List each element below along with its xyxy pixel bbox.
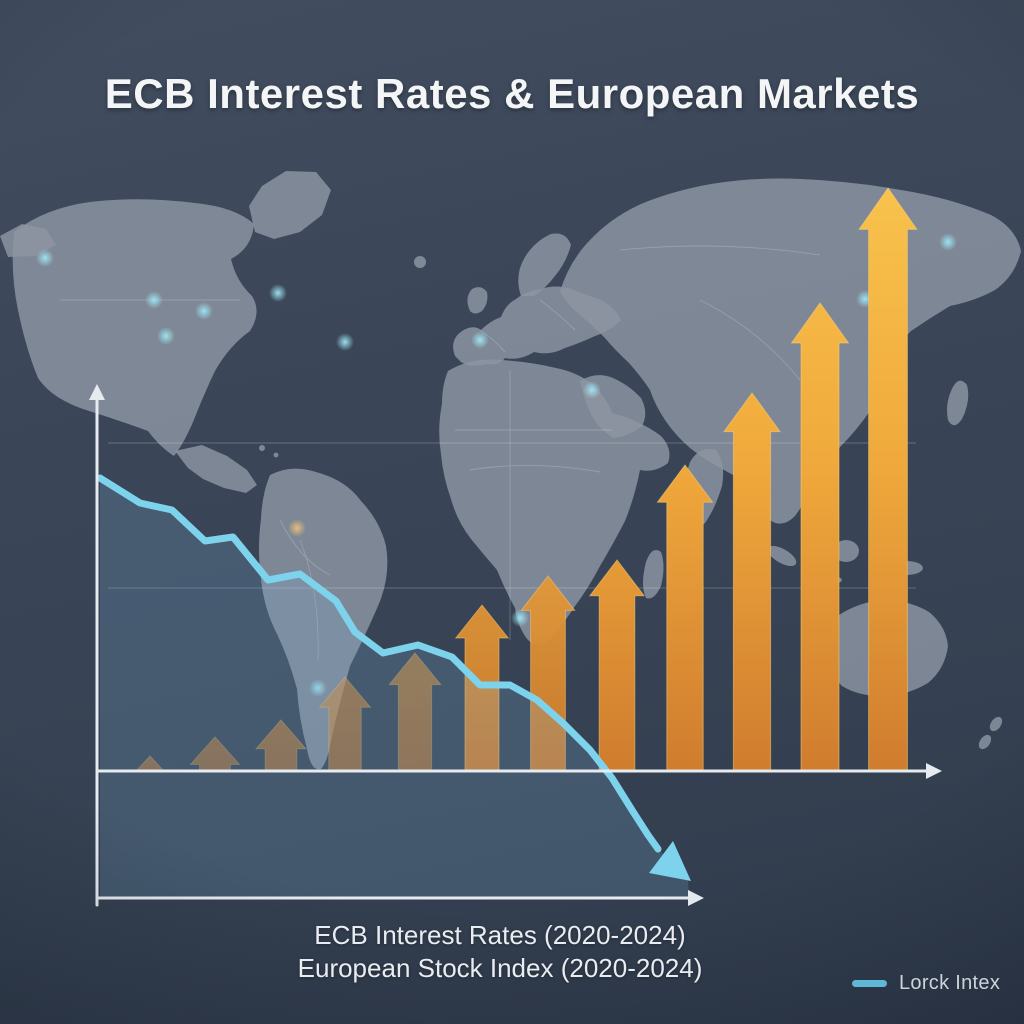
map-north-america — [12, 199, 257, 456]
city-glow-dot — [336, 333, 354, 351]
map-island-iceland — [414, 256, 426, 268]
rate-arrows-group — [135, 187, 918, 771]
map-japan — [947, 380, 969, 426]
x-axis-lower-arrowhead — [688, 890, 704, 906]
warm-glow-dot — [288, 519, 306, 537]
city-glow-dot — [939, 233, 957, 251]
map-south-america — [259, 468, 388, 770]
city-glow-dot — [583, 381, 601, 399]
city-glow-dot — [309, 679, 327, 697]
map-island-caribbean-1 — [259, 445, 265, 451]
city-glow-dot — [195, 302, 213, 320]
rate-arrow — [255, 719, 307, 771]
rate-arrow — [858, 187, 918, 771]
city-glow-dot — [511, 609, 529, 627]
chart-axes — [89, 384, 942, 907]
y-axis-arrowhead — [89, 384, 105, 400]
map-central-america — [175, 445, 257, 493]
index-area — [100, 478, 689, 897]
index-area-fill — [100, 478, 689, 897]
chart-captions: ECB Interest Rates (2020-2024) European … — [0, 919, 1000, 985]
map-british-isles — [467, 287, 488, 314]
caption-line-2: European Stock Index (2020-2024) — [297, 953, 703, 983]
legend-line-swatch — [852, 980, 887, 987]
map-new-zealand-north — [989, 716, 1003, 732]
rate-arrow — [318, 676, 372, 771]
rate-arrow — [135, 755, 165, 771]
map-glow-dots — [36, 233, 957, 697]
rate-arrow — [656, 464, 714, 771]
city-glow-dot — [269, 284, 287, 302]
page-title: ECB Interest Rates & European Markets — [104, 70, 920, 117]
legend: Lorck Intex — [852, 972, 1000, 995]
map-greenland — [249, 171, 331, 239]
index-line — [96, 474, 691, 881]
map-scandinavia — [518, 233, 571, 296]
city-glow-dot — [36, 249, 54, 267]
rate-arrow — [189, 736, 241, 771]
map-island-caribbean-2 — [273, 452, 279, 458]
rate-arrow — [388, 652, 442, 771]
city-glow-dot — [157, 327, 175, 345]
map-madagascar — [643, 549, 664, 599]
index-line-arrowhead — [649, 841, 691, 881]
city-glow-dot — [471, 331, 489, 349]
rate-arrow — [722, 392, 782, 771]
rate-arrow — [588, 559, 646, 771]
legend-label: Lorck Intex — [899, 972, 1001, 994]
x-axis-main-arrowhead — [926, 763, 942, 779]
city-glow-dot — [145, 291, 163, 309]
gridlines — [108, 442, 916, 589]
map-new-zealand-south — [978, 734, 992, 750]
map-island-sumatra — [767, 545, 797, 567]
index-line-path — [96, 474, 662, 853]
caption-line-1: ECB Interest Rates (2020-2024) — [314, 920, 686, 950]
rate-arrow — [790, 302, 850, 771]
